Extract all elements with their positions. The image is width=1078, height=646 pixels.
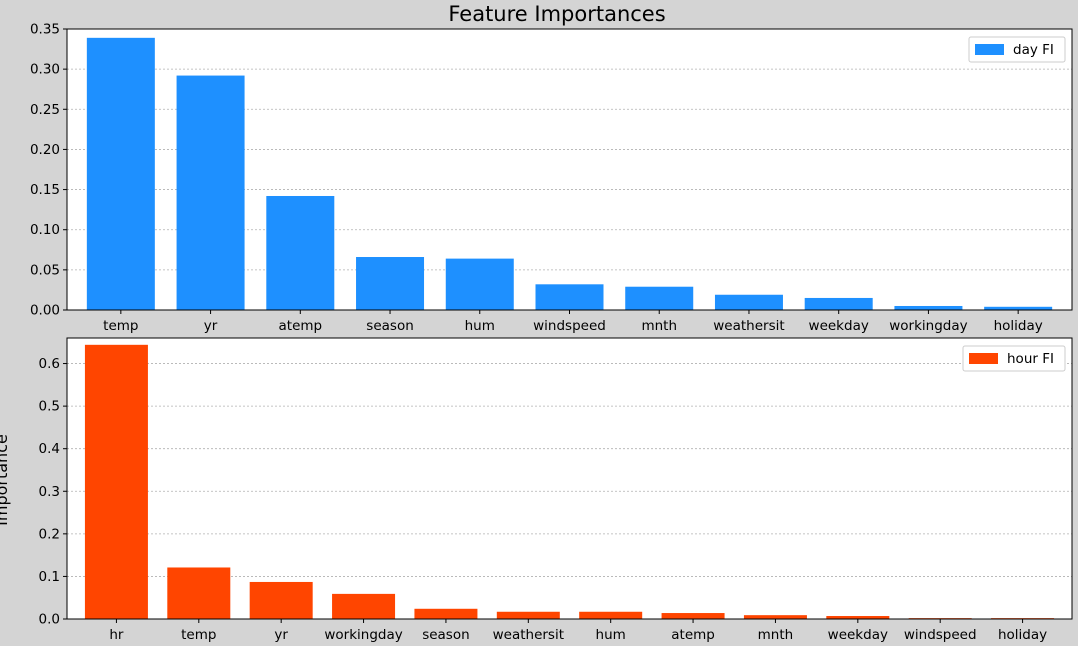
x-tick-label: holiday bbox=[998, 627, 1047, 643]
bar bbox=[356, 257, 425, 310]
x-tick-label: mnth bbox=[641, 318, 677, 334]
y-tick-label: 0.05 bbox=[30, 262, 60, 278]
x-tick-label: atemp bbox=[671, 627, 715, 643]
x-tick-label: workingday bbox=[889, 318, 967, 334]
bar bbox=[332, 593, 396, 619]
bar bbox=[661, 613, 725, 619]
plots: 0.00 0.05 0.10 0.15 0.20 0.25 0.30 0.35 temp yr at… bbox=[30, 22, 1073, 643]
x-tick-label: yr bbox=[204, 318, 218, 334]
y-tick-label: 0.0 bbox=[39, 612, 60, 628]
x-tick-label: weekday bbox=[809, 318, 869, 334]
x-tick-label: windspeed bbox=[533, 318, 606, 334]
legend-box bbox=[968, 36, 1066, 63]
y-tick-label: 0.6 bbox=[39, 356, 60, 372]
legend-label: hour FI bbox=[1007, 351, 1054, 367]
bar bbox=[496, 611, 560, 619]
subplot-1: 0.00 0.05 0.10 0.15 0.20 0.25 0.30 0.35 temp yr at… bbox=[30, 22, 1073, 334]
x-tick-label: weekday bbox=[828, 627, 888, 643]
y-tick-label: 0.10 bbox=[30, 222, 60, 238]
y-tick-label: 0.25 bbox=[30, 102, 60, 118]
bar bbox=[894, 305, 963, 310]
bar bbox=[167, 567, 231, 619]
plot-area bbox=[67, 338, 1072, 619]
bar bbox=[535, 284, 604, 310]
bar bbox=[249, 581, 313, 619]
x-tick-label: mnth bbox=[758, 627, 794, 643]
x-tick-label: weathersit bbox=[493, 627, 564, 643]
legend-swatch bbox=[969, 353, 998, 364]
bar bbox=[445, 258, 514, 310]
bar bbox=[743, 615, 807, 619]
x-tick-label: atemp bbox=[279, 318, 323, 334]
bar bbox=[176, 75, 245, 311]
bar bbox=[984, 306, 1053, 310]
plot-frame bbox=[66, 28, 1073, 311]
y-tick-label: 0.4 bbox=[39, 441, 60, 457]
y-tick-label: 0.15 bbox=[30, 182, 60, 198]
y-tick-label: 0.3 bbox=[39, 484, 60, 500]
x-tick-label: temp bbox=[181, 627, 216, 643]
y-axis-label: Importance bbox=[0, 434, 11, 526]
y-tick-label: 0.1 bbox=[39, 569, 60, 585]
bar bbox=[579, 611, 643, 619]
bar bbox=[826, 616, 890, 619]
y-tick-label: 0.00 bbox=[30, 303, 60, 319]
legend-label: day FI bbox=[1013, 42, 1054, 58]
subplot-2: 0.0 0.1 0.2 0.3 0.4 0.5 0.6 hr temp yr workingday s… bbox=[39, 337, 1073, 643]
x-tick-label: workingday bbox=[324, 627, 402, 643]
x-tick-label: yr bbox=[274, 627, 288, 643]
legend: hour FI bbox=[962, 345, 1066, 372]
legend: day FI bbox=[968, 36, 1066, 63]
legend-swatch bbox=[975, 44, 1004, 55]
bar bbox=[266, 195, 335, 310]
chart-title: Feature Importances bbox=[448, 2, 665, 26]
y-tick-label: 0.30 bbox=[30, 62, 60, 78]
x-tick-label: temp bbox=[103, 318, 138, 334]
x-tick-label: hr bbox=[109, 627, 124, 643]
x-tick-label: holiday bbox=[994, 318, 1043, 334]
bar bbox=[625, 286, 694, 310]
y-tick-label: 0.5 bbox=[39, 399, 60, 415]
legend-box bbox=[962, 345, 1066, 372]
x-tick-label: hum bbox=[465, 318, 495, 334]
x-tick-label: season bbox=[422, 627, 469, 643]
x-tick-label: season bbox=[366, 318, 413, 334]
bar bbox=[86, 37, 155, 311]
bar bbox=[804, 297, 873, 310]
x-tick-label: weathersit bbox=[713, 318, 784, 334]
bar bbox=[714, 294, 783, 310]
x-tick-label: hum bbox=[596, 627, 626, 643]
y-tick-label: 0.2 bbox=[39, 526, 60, 542]
bar bbox=[414, 608, 478, 619]
x-tick-label: windspeed bbox=[904, 627, 977, 643]
y-tick-label: 0.35 bbox=[30, 22, 60, 38]
bar bbox=[84, 344, 148, 619]
y-tick-label: 0.20 bbox=[30, 142, 60, 158]
plot-frame bbox=[66, 337, 1073, 620]
